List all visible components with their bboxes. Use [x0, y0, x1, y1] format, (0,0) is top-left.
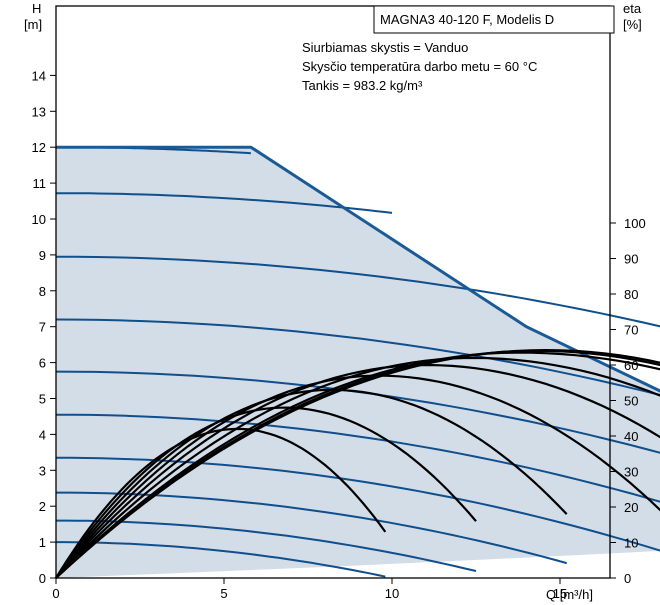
x-tick-label: 15: [553, 586, 567, 601]
x-tick-label: 0: [52, 586, 59, 601]
x-tick-label: 5: [220, 586, 227, 601]
y-left-tick-label: 12: [32, 140, 46, 155]
y-left-tick-label: 11: [33, 176, 47, 191]
y-right-axis-ticks: 0 10 20 30 40 50 60 70 80 90 100: [610, 216, 646, 586]
title-box: [373, 5, 615, 34]
y-left-tick-label: 10: [32, 212, 46, 227]
head-curve-5: [56, 413, 660, 503]
y-left-tick-label: 7: [39, 320, 46, 335]
y-right-tick-label: 80: [624, 287, 638, 302]
y-right-tick-label: 70: [624, 323, 638, 338]
y-right-tick-label: 30: [624, 465, 638, 480]
y-right-tick-label: 100: [624, 216, 646, 231]
efficiency-curve-9: [55, 348, 660, 579]
y-left-tick-label: 1: [39, 535, 46, 550]
y-right-tick-label: 10: [624, 536, 638, 551]
y-right-tick-label: 60: [624, 358, 638, 373]
y-left-tick-label: 6: [39, 356, 46, 371]
y-left-tick-label: 4: [39, 427, 46, 442]
y-left-tick-label: 3: [39, 463, 46, 478]
efficiency-curve-4: [55, 374, 660, 579]
y-left-tick-label: 14: [32, 68, 46, 83]
y-right-label-line2: [%]: [623, 17, 642, 32]
y-right-tick-label: 0: [624, 571, 631, 586]
info-line-2: Skysčio temperatūra darbo metu = 60 °C: [302, 59, 537, 74]
y-left-tick-label: 2: [39, 499, 46, 514]
x-axis-ticks: 0510152025: [52, 578, 567, 601]
y-left-tick-label: 8: [39, 284, 46, 299]
head-curve-2: [56, 519, 477, 572]
y-left-label-line2: [m]: [24, 17, 42, 32]
y-right-tick-label: 20: [624, 500, 638, 515]
info-line-1: Siurbiamas skystis = Vanduo: [302, 40, 468, 55]
efficiency-curve-2: [55, 406, 477, 579]
y-left-label-line1: H: [32, 1, 41, 16]
y-left-tick-label: 9: [39, 248, 46, 263]
x-axis-label: Q [m³/h]: [546, 587, 593, 602]
y-right-tick-label: 90: [624, 252, 638, 267]
y-right-label-line1: eta: [623, 1, 642, 16]
y-right-tick-label: 50: [624, 394, 638, 409]
max-curve-line: [56, 145, 660, 393]
head-curve-3: [56, 491, 567, 565]
y-right-tick-label: 40: [624, 429, 638, 444]
y-left-tick-label: 5: [39, 392, 46, 407]
head-curve-1: [56, 541, 386, 578]
head-curve-8: [55, 255, 660, 328]
efficiency-curves: [55, 348, 660, 579]
head-curve-6: [55, 370, 660, 454]
info-line-3: Tankis = 983.2 kg/m³: [302, 78, 423, 93]
title-text: MAGNA3 40-120 F, Modelis D: [380, 12, 554, 27]
y-left-tick-label: 13: [32, 104, 46, 119]
operating-area-fill: [56, 147, 660, 578]
x-tick-label: 10: [385, 586, 399, 601]
plot-frame: [55, 5, 611, 579]
y-left-tick-label: 0: [39, 571, 46, 586]
head-curve-9: [56, 192, 393, 214]
